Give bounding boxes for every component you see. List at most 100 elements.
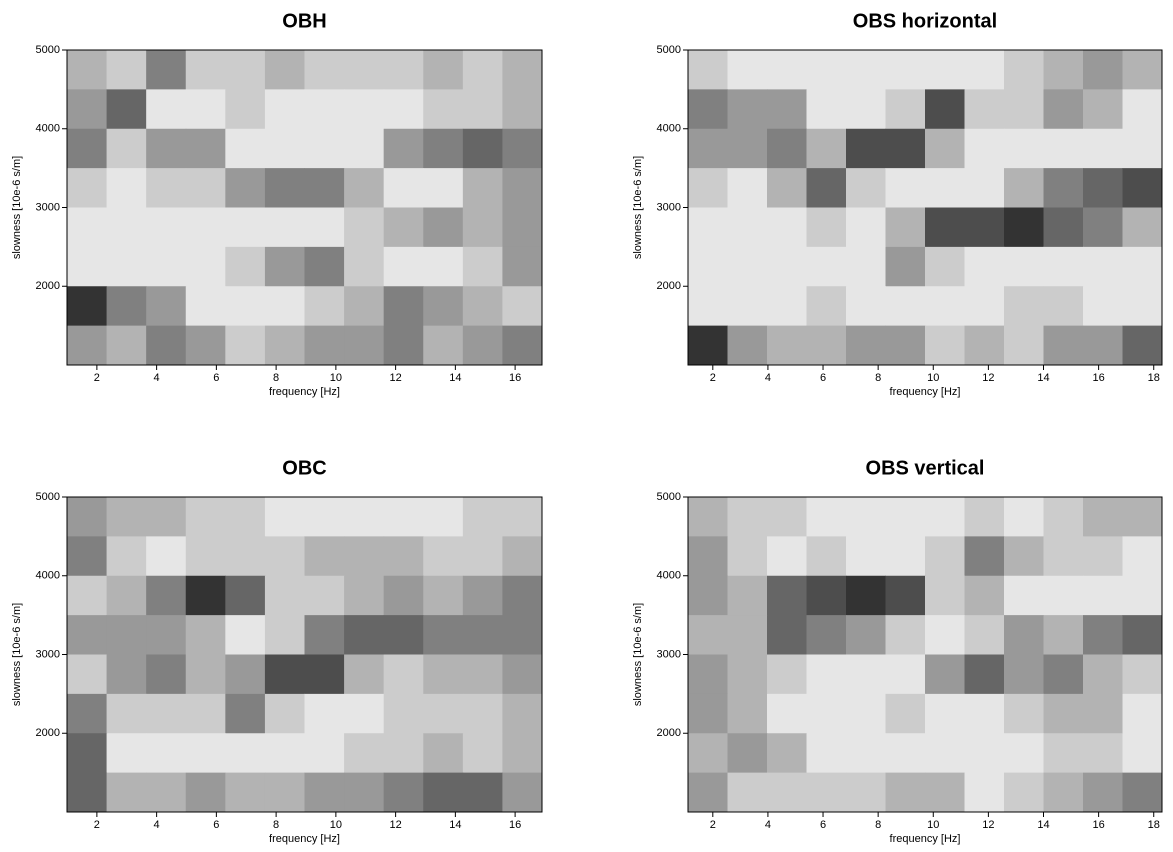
heat-cell [106, 325, 147, 366]
heat-cell [146, 168, 187, 208]
heat-cell [964, 168, 1005, 208]
heat-cell [925, 128, 965, 169]
heat-cell [264, 286, 305, 327]
x-tick-label: 6 [820, 372, 826, 384]
heat-cell [423, 246, 464, 287]
y-axis-label: slowness [10e-6 s/m] [11, 603, 23, 706]
heat-cell [1122, 325, 1163, 366]
heat-cell [502, 286, 543, 327]
heat-cell [727, 772, 768, 813]
heat-cell [462, 575, 503, 616]
heat-cell [688, 128, 728, 169]
heat-cell [688, 286, 728, 327]
heat-cell [846, 733, 886, 774]
heat-cell [462, 325, 503, 366]
x-tick-label: 8 [875, 372, 881, 384]
heat-cell [344, 772, 385, 813]
heat-cell [688, 654, 728, 695]
heat-cell [185, 246, 226, 287]
heat-cell [502, 89, 543, 130]
heat-cell [225, 733, 266, 774]
heat-cell [806, 246, 847, 287]
heat-cell [925, 654, 965, 695]
heat-cell [185, 575, 226, 616]
x-tick-label: 6 [213, 819, 219, 831]
heat-cell [502, 772, 543, 813]
heat-cell [423, 128, 464, 169]
heat-cell [727, 50, 768, 90]
heat-cell [1043, 654, 1084, 695]
heat-cell [885, 693, 926, 734]
heat-cell [185, 325, 226, 366]
heat-cell [264, 693, 305, 734]
heat-cell [264, 128, 305, 169]
heat-cell [304, 733, 345, 774]
heat-cell [1122, 654, 1163, 695]
heat-cell [146, 615, 187, 655]
heat-cell [688, 772, 728, 813]
heat-cell [344, 693, 385, 734]
heat-cell [185, 128, 226, 169]
y-axis-label: slowness [10e-6 s/m] [632, 156, 644, 259]
x-tick-label: 4 [765, 819, 771, 831]
heat-cell [846, 693, 886, 734]
heat-cell [964, 89, 1005, 130]
heat-cell [1083, 615, 1123, 655]
heat-cell [767, 286, 807, 327]
heat-cell [106, 497, 147, 537]
x-tick-label: 14 [1037, 372, 1049, 384]
heat-cell [806, 654, 847, 695]
heat-cell [1122, 536, 1163, 577]
heat-cell [185, 286, 226, 327]
heat-cell [67, 128, 108, 169]
heat-cell [106, 128, 147, 169]
heat-cell [225, 128, 266, 169]
heat-cell [106, 168, 147, 208]
heat-cell [344, 50, 385, 90]
heat-cell [502, 536, 543, 577]
heat-cell [383, 286, 424, 327]
y-axis-label: slowness [10e-6 s/m] [11, 156, 23, 259]
heat-cell [1083, 575, 1123, 616]
heat-cell [146, 325, 187, 366]
heat-cell [846, 772, 886, 813]
heat-cell [767, 536, 807, 577]
heat-cell [1083, 50, 1123, 90]
heat-cell [67, 693, 108, 734]
x-tick-label: 2 [94, 819, 100, 831]
heat-cell [846, 497, 886, 537]
heat-cell [344, 575, 385, 616]
heat-cell [1083, 246, 1123, 287]
heat-cell [846, 246, 886, 287]
heat-cell [106, 89, 147, 130]
heat-cell [423, 693, 464, 734]
heat-cell [185, 89, 226, 130]
heat-cell [185, 168, 226, 208]
heat-cell [1083, 733, 1123, 774]
heat-cell [67, 536, 108, 577]
heat-cell [806, 733, 847, 774]
heat-cell [846, 207, 886, 248]
heat-cell [225, 325, 266, 366]
heat-cell [106, 733, 147, 774]
x-tick-label: 16 [509, 372, 521, 384]
heat-cell [502, 246, 543, 287]
y-tick-label: 5000 [657, 491, 681, 503]
heat-cell [304, 207, 345, 248]
heat-cell [106, 536, 147, 577]
heat-cell [462, 246, 503, 287]
heat-cell [462, 168, 503, 208]
heat-cell [964, 497, 1005, 537]
heat-cell [225, 654, 266, 695]
heat-cell [806, 207, 847, 248]
heat-cell [264, 497, 305, 537]
heat-cell [462, 693, 503, 734]
heat-cell [1122, 246, 1163, 287]
heat-cell [806, 286, 847, 327]
heat-cell [1004, 772, 1044, 813]
heat-cell [806, 128, 847, 169]
heat-cell [846, 325, 886, 366]
heat-cell [688, 693, 728, 734]
panel-title: OBS horizontal [853, 10, 997, 32]
heat-cell [1004, 89, 1044, 130]
